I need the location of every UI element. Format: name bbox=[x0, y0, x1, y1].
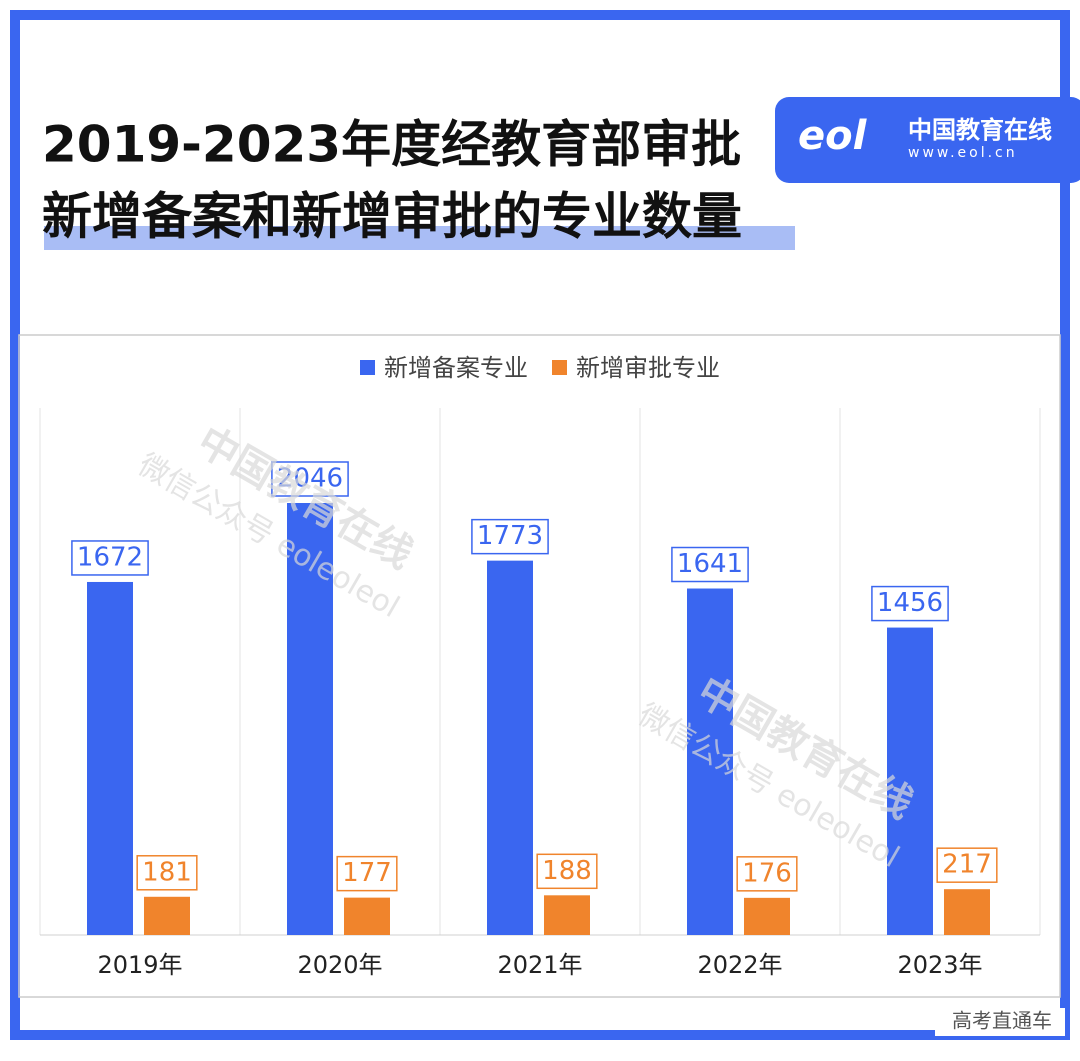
logo-name: 中国教育在线 bbox=[908, 116, 1052, 144]
bar bbox=[344, 897, 390, 935]
value-label: 1672 bbox=[77, 542, 143, 572]
value-label: 1456 bbox=[877, 588, 943, 618]
value-label-box bbox=[71, 540, 149, 576]
chart-panel bbox=[18, 334, 1061, 998]
value-label-box bbox=[471, 518, 549, 555]
value-label-box bbox=[936, 847, 998, 883]
x-tick-label: 2021年 bbox=[497, 951, 582, 979]
value-label-box bbox=[536, 853, 598, 890]
bar bbox=[687, 588, 733, 935]
title-highlight bbox=[44, 226, 795, 250]
value-label-box bbox=[136, 855, 198, 891]
bar bbox=[944, 889, 990, 935]
logo-mark: eol bbox=[798, 113, 868, 159]
footer: 高考直通车 bbox=[952, 1009, 1052, 1033]
legend-swatch bbox=[360, 360, 375, 375]
logo-url: www.eol.cn bbox=[908, 145, 1018, 161]
bar bbox=[744, 897, 790, 935]
value-label-box bbox=[871, 585, 949, 622]
x-tick-label: 2023年 bbox=[897, 951, 982, 979]
value-label: 177 bbox=[342, 858, 392, 888]
title-line: 2019-2023年度经教育部审批 bbox=[42, 116, 741, 174]
x-tick-label: 2020年 bbox=[297, 951, 382, 979]
value-label: 181 bbox=[142, 857, 192, 887]
value-label: 188 bbox=[542, 856, 592, 886]
bar bbox=[887, 627, 933, 935]
value-label-box bbox=[336, 855, 398, 892]
frame bbox=[10, 10, 1070, 1040]
value-label: 1641 bbox=[677, 549, 743, 579]
logo-badge bbox=[775, 97, 1080, 183]
legend-label: 新增备案专业 bbox=[384, 354, 528, 382]
footer-bg bbox=[935, 1008, 1065, 1036]
value-label: 1773 bbox=[477, 521, 543, 551]
x-tick-label: 2019年 bbox=[97, 951, 182, 979]
plot: 新增备案专业 新增审批专业 2019年 1672 181 2020年 2046 177 2021… bbox=[39, 354, 1041, 979]
legend-swatch bbox=[552, 360, 567, 375]
watermark: 中国教育在线 微信公众号 eoleoleol bbox=[132, 418, 420, 625]
legend-label: 新增审批专业 bbox=[576, 354, 720, 382]
value-label: 2046 bbox=[277, 464, 343, 494]
title-line: 新增备案和新增审批的专业数量 bbox=[42, 188, 742, 246]
bar bbox=[287, 503, 333, 935]
value-label-box bbox=[271, 461, 349, 497]
bar bbox=[144, 896, 190, 935]
value-label: 217 bbox=[942, 850, 992, 880]
x-tick-label: 2022年 bbox=[697, 951, 782, 979]
value-label-box bbox=[671, 546, 749, 583]
value-label-box bbox=[736, 856, 798, 892]
bar bbox=[87, 581, 133, 935]
bar bbox=[487, 560, 533, 935]
bar bbox=[544, 895, 590, 935]
value-label: 176 bbox=[742, 858, 792, 888]
